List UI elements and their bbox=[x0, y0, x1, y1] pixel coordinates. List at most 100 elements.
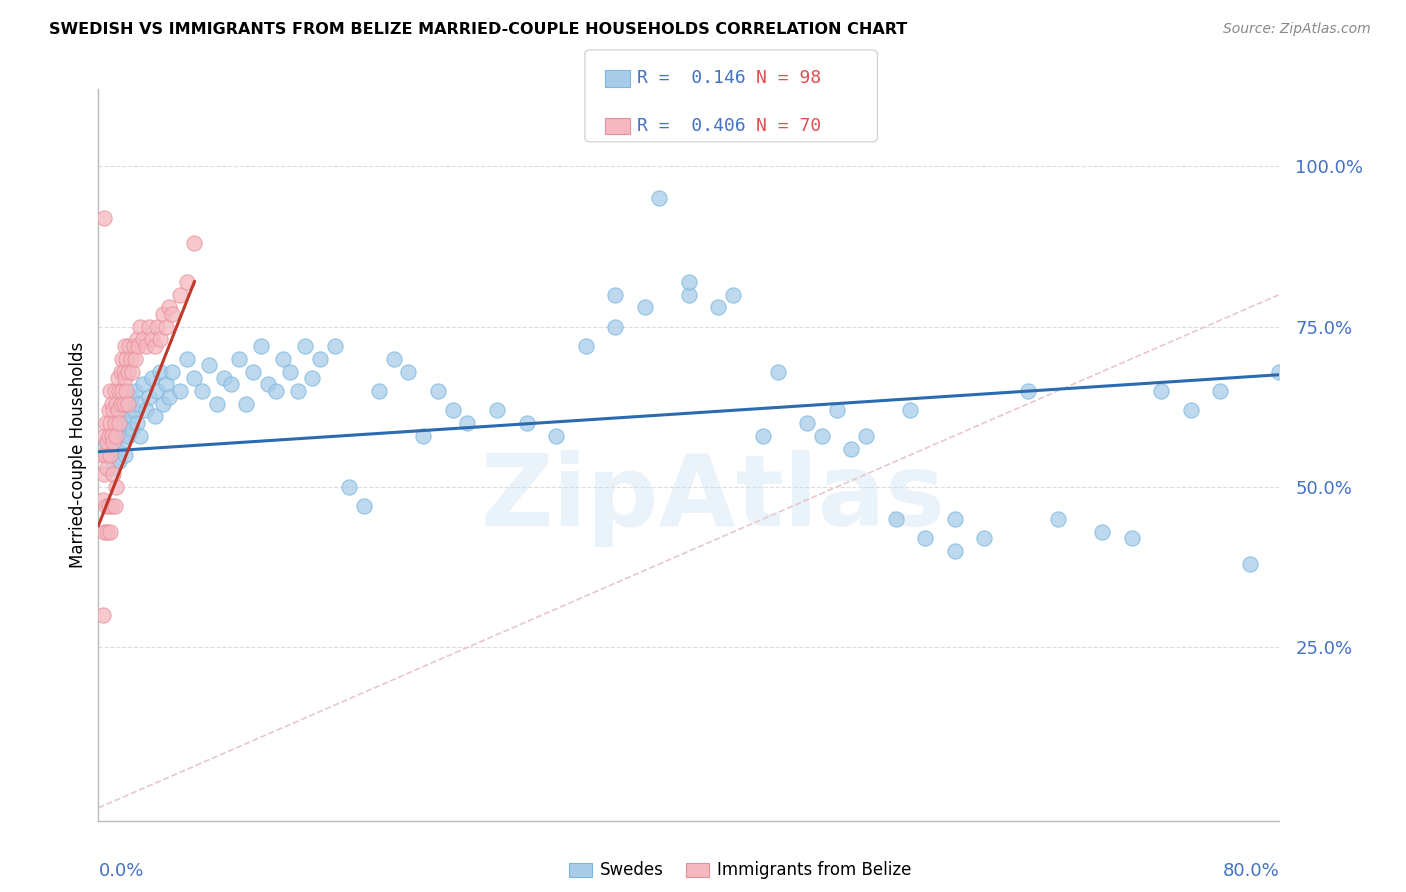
Point bbox=[146, 384, 169, 398]
Point bbox=[121, 422, 143, 436]
Point bbox=[605, 319, 627, 334]
Point bbox=[810, 428, 832, 442]
Point bbox=[110, 403, 132, 417]
Point bbox=[242, 364, 264, 378]
Point bbox=[132, 377, 155, 392]
Point bbox=[1180, 403, 1202, 417]
Point bbox=[221, 377, 243, 392]
Text: ZipAtlas: ZipAtlas bbox=[479, 450, 945, 548]
Point bbox=[191, 384, 214, 398]
Point bbox=[122, 339, 145, 353]
Point bbox=[100, 396, 122, 410]
Point bbox=[183, 236, 205, 251]
Point bbox=[94, 416, 117, 430]
Point bbox=[122, 403, 145, 417]
Text: Source: ZipAtlas.com: Source: ZipAtlas.com bbox=[1223, 22, 1371, 37]
Point bbox=[382, 351, 405, 366]
Point bbox=[294, 339, 316, 353]
Point bbox=[353, 500, 375, 514]
Point bbox=[149, 333, 172, 347]
Point bbox=[884, 512, 907, 526]
Point bbox=[114, 371, 136, 385]
Point bbox=[943, 512, 966, 526]
Point bbox=[110, 396, 132, 410]
Point bbox=[457, 416, 479, 430]
Point bbox=[155, 377, 177, 392]
Point bbox=[138, 390, 160, 404]
Point bbox=[98, 384, 121, 398]
Point bbox=[105, 442, 128, 456]
Point bbox=[707, 301, 730, 315]
Point bbox=[121, 364, 143, 378]
Point bbox=[91, 608, 114, 623]
Point bbox=[141, 371, 163, 385]
Point bbox=[825, 403, 848, 417]
Point bbox=[146, 319, 169, 334]
Point bbox=[235, 396, 257, 410]
Point bbox=[943, 544, 966, 558]
Point bbox=[111, 435, 134, 450]
Point bbox=[127, 396, 149, 410]
Point bbox=[117, 428, 139, 442]
Point bbox=[108, 384, 131, 398]
Point bbox=[162, 307, 183, 321]
Point bbox=[339, 480, 361, 494]
Point bbox=[280, 364, 302, 378]
Point bbox=[97, 428, 120, 442]
Point bbox=[841, 442, 863, 456]
Point bbox=[141, 333, 163, 347]
Point bbox=[135, 403, 157, 417]
Point bbox=[128, 428, 150, 442]
Point bbox=[143, 409, 166, 424]
Text: SWEDISH VS IMMIGRANTS FROM BELIZE MARRIED-COUPLE HOUSEHOLDS CORRELATION CHART: SWEDISH VS IMMIGRANTS FROM BELIZE MARRIE… bbox=[49, 22, 907, 37]
Point bbox=[93, 467, 115, 482]
Point bbox=[111, 351, 134, 366]
Point bbox=[973, 532, 995, 546]
Point bbox=[100, 428, 122, 442]
Point bbox=[169, 384, 191, 398]
Text: 80.0%: 80.0% bbox=[1223, 863, 1279, 880]
Point bbox=[97, 448, 120, 462]
Point bbox=[183, 371, 205, 385]
Point bbox=[309, 351, 332, 366]
Point bbox=[91, 492, 114, 507]
Point bbox=[723, 287, 745, 301]
Point bbox=[103, 467, 125, 482]
Point bbox=[766, 364, 789, 378]
Point bbox=[117, 364, 139, 378]
Point bbox=[114, 448, 136, 462]
Point bbox=[138, 319, 160, 334]
Point bbox=[98, 448, 121, 462]
Point bbox=[176, 275, 198, 289]
Text: 0.0%: 0.0% bbox=[98, 863, 143, 880]
Point bbox=[301, 371, 323, 385]
Point bbox=[648, 191, 671, 205]
Point bbox=[157, 301, 180, 315]
Y-axis label: Married-couple Households: Married-couple Households bbox=[69, 342, 87, 568]
Point bbox=[575, 339, 598, 353]
Point bbox=[143, 339, 166, 353]
Point bbox=[107, 428, 129, 442]
Point bbox=[112, 416, 135, 430]
Point bbox=[114, 339, 136, 353]
Point bbox=[271, 351, 294, 366]
Point bbox=[105, 428, 128, 442]
Point bbox=[914, 532, 936, 546]
Point bbox=[118, 339, 141, 353]
Text: N = 70: N = 70 bbox=[756, 117, 821, 135]
Point bbox=[1209, 384, 1232, 398]
Point bbox=[94, 500, 117, 514]
Point bbox=[323, 339, 346, 353]
Point bbox=[93, 211, 115, 225]
Point bbox=[93, 524, 115, 539]
Point bbox=[678, 275, 700, 289]
Point bbox=[157, 390, 180, 404]
Point bbox=[162, 364, 183, 378]
Point bbox=[118, 409, 141, 424]
Text: R =  0.406: R = 0.406 bbox=[637, 117, 745, 135]
Point bbox=[103, 460, 125, 475]
Point bbox=[112, 396, 135, 410]
Point bbox=[107, 371, 129, 385]
Point bbox=[752, 428, 775, 442]
Point bbox=[796, 416, 818, 430]
